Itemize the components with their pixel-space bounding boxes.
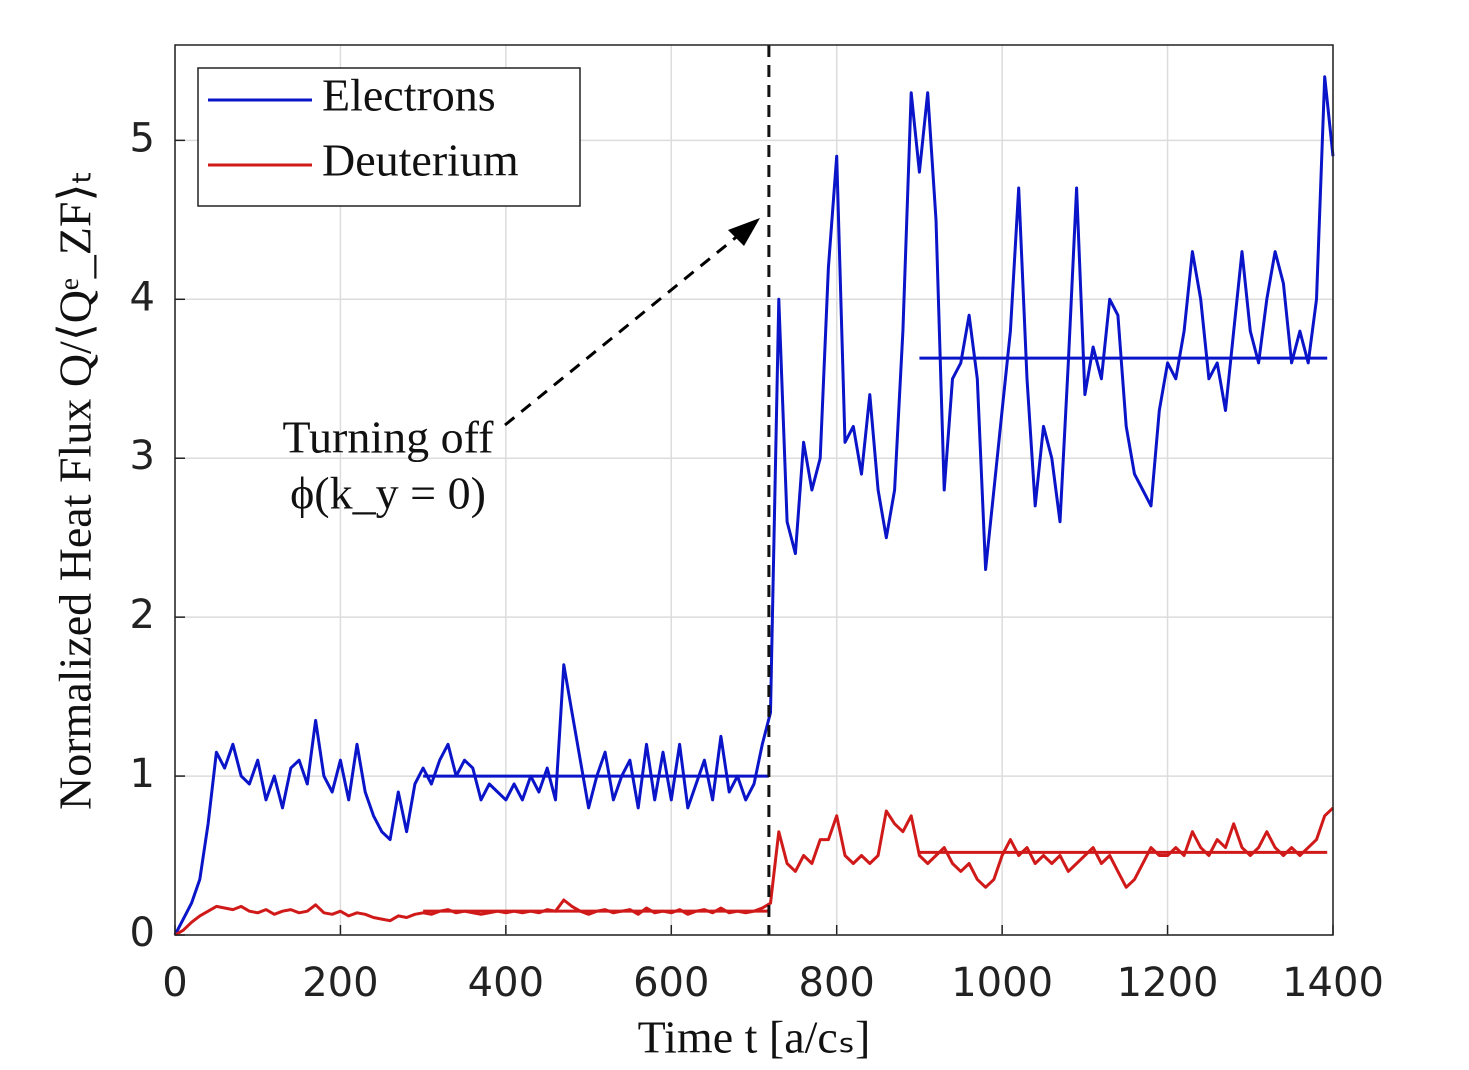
- annotation-arrow: [504, 228, 746, 427]
- x-tick-label: 400: [468, 960, 544, 1006]
- y-axis-label: Normalized Heat Flux Q/⟨Qᵉ_ZF⟩ₜ: [50, 170, 101, 810]
- x-tick-label: 200: [302, 960, 378, 1006]
- annotation: Turning off: [283, 412, 495, 463]
- arrow-head: [728, 218, 760, 246]
- y-tick-label: 4: [130, 274, 155, 320]
- x-tick-label: 600: [633, 960, 709, 1006]
- legend: Electrons Deuterium: [197, 67, 581, 207]
- x-tick-label: 1000: [951, 960, 1053, 1006]
- plot-area: 0 200 400 600 800 1000 1200 1400 0 1 2 3 4 5 Electrons…: [130, 44, 1384, 1006]
- x-axis-label: Time t [a/cₛ]: [638, 1012, 871, 1063]
- x-tick-label: 0: [162, 960, 187, 1006]
- series-line: [173, 75, 1335, 936]
- legend-label: Electrons: [322, 70, 496, 121]
- y-tick-label: 3: [130, 433, 155, 479]
- legend-label: Deuterium: [322, 135, 519, 186]
- y-tick-label: 5: [130, 115, 155, 161]
- legend-box: [197, 67, 581, 207]
- y-tick-label: 2: [130, 592, 155, 638]
- axes-frame: [174, 44, 1334, 936]
- annotation: ϕ(k_y = 0): [290, 468, 486, 519]
- x-tick-label: 800: [799, 960, 875, 1006]
- x-tick-label: 1200: [1117, 960, 1219, 1006]
- y-tick-label: 0: [130, 910, 155, 956]
- x-tick-label: 1400: [1282, 960, 1384, 1006]
- y-tick-label: 1: [130, 751, 155, 797]
